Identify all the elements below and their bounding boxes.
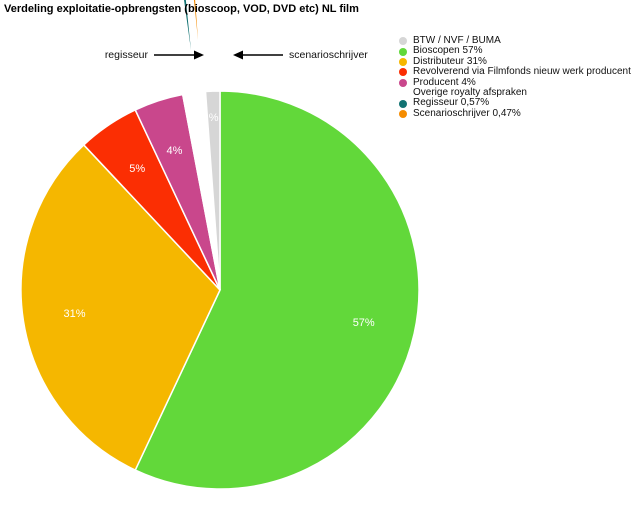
- legend-item-producent: Producent 4%: [399, 76, 631, 88]
- legend-label-regisseur: Regisseur 0,57%: [413, 97, 490, 109]
- legend-swatch-distributeur: [399, 57, 407, 66]
- annotation-regisseur-label: regisseur: [105, 49, 149, 61]
- pie-slice-overige: [181, 92, 221, 291]
- legend-swatch-regisseur: [399, 99, 407, 108]
- chart-title: Verdeling exploitatie-opbrengsten (biosc…: [4, 3, 359, 15]
- legend-label-distributeur: Distributeur 31%: [413, 55, 487, 67]
- pie-label-bioscopen: 57%: [353, 317, 375, 329]
- legend-item-scenarioschrijver: Scenarioschrijver 0,47%: [399, 107, 631, 119]
- pie-slice-labels: 57% 31% 5% 4%%: [64, 112, 375, 329]
- legend-swatch-overige: [399, 89, 407, 97]
- legend-swatch-bioscopen: [399, 47, 407, 56]
- chart-legend: BTW / NVF / BUMA Bioscopen 57% Distributeu…: [399, 35, 631, 119]
- legend-label-overige: Overige royalty afspraken: [413, 86, 527, 98]
- pie-slice-bioscopen: [134, 90, 420, 490]
- legend-swatch-producent: [399, 78, 407, 87]
- annotation-regisseur-arrow-head: [194, 50, 204, 60]
- legend-swatch-btw: [399, 37, 407, 46]
- annotation-scenarioschrijver-arrow-head: [233, 50, 243, 60]
- pie-label-distributeur: 31%: [64, 308, 86, 320]
- legend-item-distributeur: Distributeur 31%: [399, 55, 631, 67]
- legend-label-scenarioschrijver: Scenarioschrijver 0,47%: [413, 107, 521, 119]
- pie-label-revolverend: 5%: [129, 163, 145, 175]
- legend-item-regisseur: Regisseur 0,57%: [399, 97, 631, 109]
- pie-slices: [20, 0, 420, 490]
- legend-item-revolverend: Revolverend via Filmfonds nieuw werk pro…: [399, 66, 631, 78]
- legend-item-bioscopen: Bioscopen 57%: [399, 45, 631, 57]
- pie-slice-btw: [204, 90, 221, 291]
- annotation-scenarioschrijver-label: scenarioschrijver: [289, 49, 368, 61]
- legend-label-bioscopen: Bioscopen 57%: [413, 45, 483, 57]
- legend-label-revolverend: Revolverend via Filmfonds nieuw werk pro…: [413, 66, 631, 78]
- legend-label-btw: BTW / NVF / BUMA: [413, 35, 501, 46]
- pie-annotations: regisseur scenarioschrijver: [105, 49, 368, 61]
- legend-swatch-scenarioschrijver: [399, 109, 407, 118]
- legend-item-overige: Overige royalty afspraken: [399, 86, 631, 98]
- pie-slice-distributeur: [20, 143, 221, 472]
- legend-item-btw: BTW / NVF / BUMA: [399, 35, 631, 46]
- pie-label-btw: %: [209, 112, 219, 124]
- pie-label-producent: 4%: [167, 145, 183, 157]
- legend-label-producent: Producent 4%: [413, 76, 476, 88]
- legend-swatch-revolverend: [399, 68, 407, 77]
